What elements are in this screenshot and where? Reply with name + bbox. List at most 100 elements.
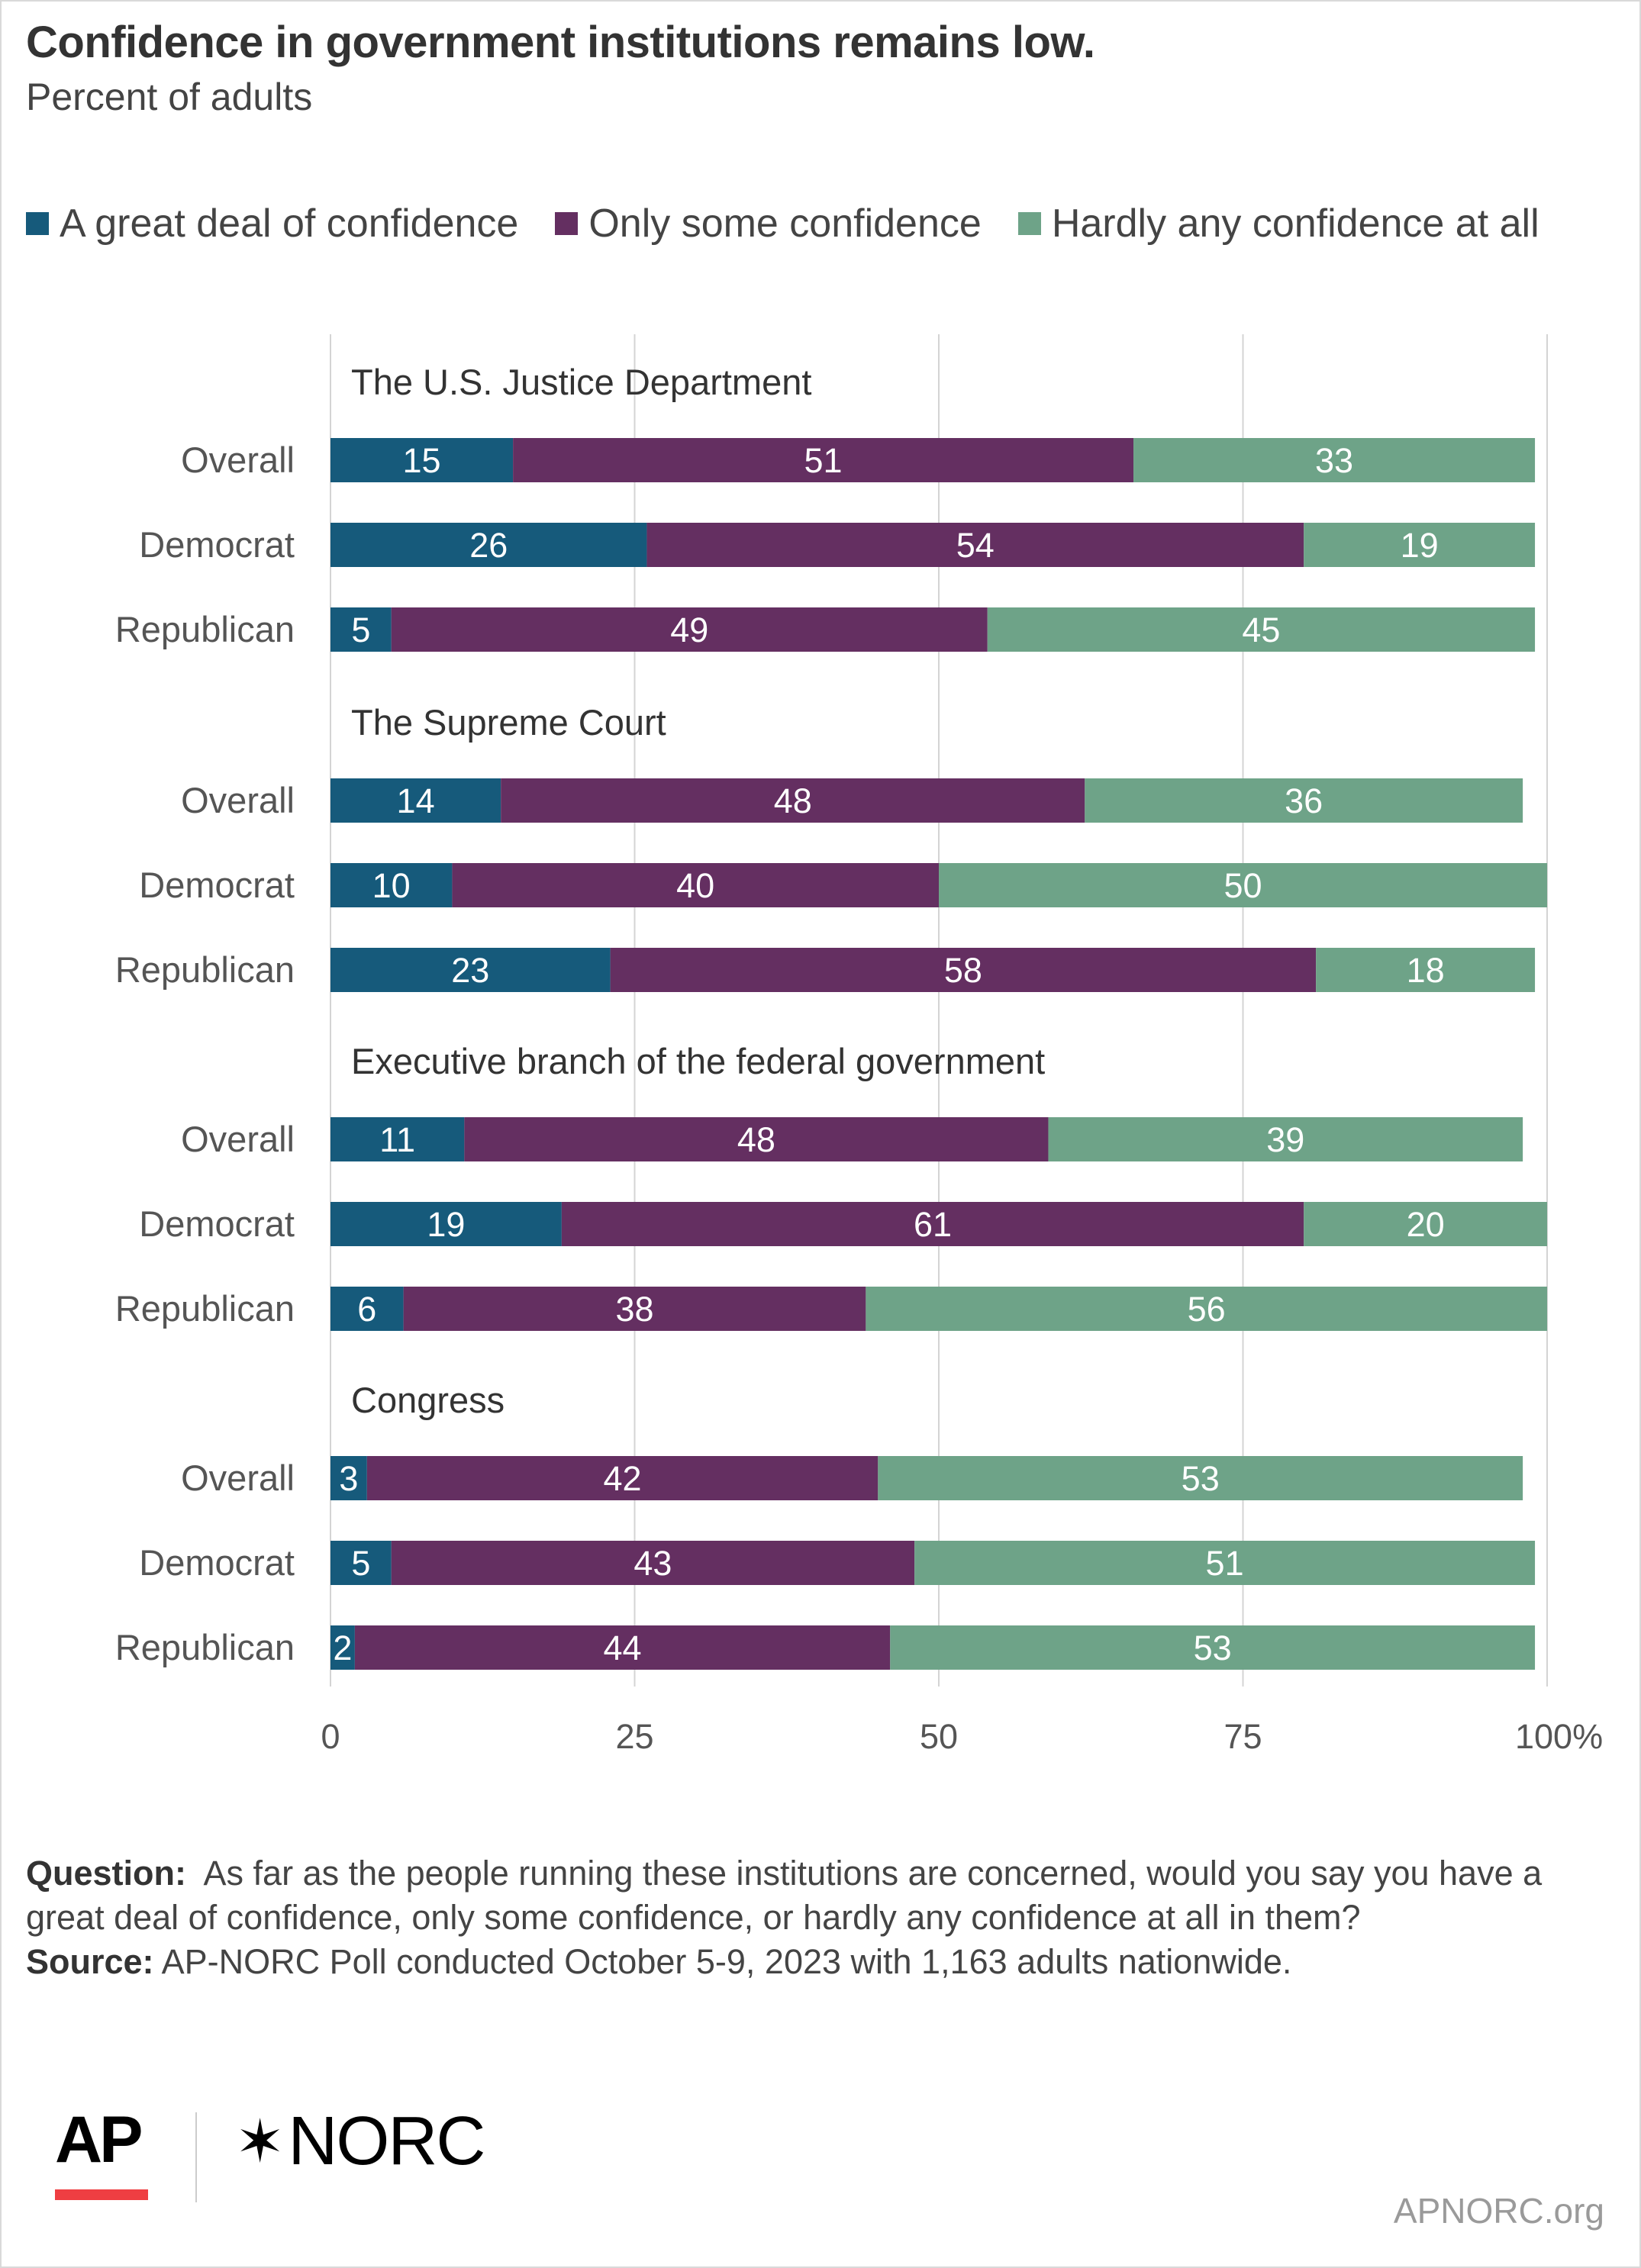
bar-3-2-1 xyxy=(354,1625,891,1670)
bar-label-0-2-0: 5 xyxy=(351,610,370,649)
legend-label-hardly-any: Hardly any confidence at all xyxy=(1051,201,1539,246)
bar-1-1-2 xyxy=(939,863,1547,907)
legend-label-great-deal: A great deal of confidence xyxy=(60,201,519,246)
chart-notes: Question: As far as the people running t… xyxy=(26,1851,1614,1984)
legend: A great deal of confidence Only some con… xyxy=(26,197,1576,250)
bar-1-0-1 xyxy=(501,778,1085,823)
bar-label-3-1-1: 43 xyxy=(634,1544,672,1583)
website-link[interactable]: APNORC.org xyxy=(1393,2191,1604,2231)
group-label-1: The Supreme Court xyxy=(351,702,666,743)
question-note: Question: As far as the people running t… xyxy=(26,1851,1614,1940)
bar-1-0-0 xyxy=(330,778,501,823)
category-label-0-2: Republican xyxy=(115,609,295,649)
bar-label-1-2-0: 23 xyxy=(451,951,489,990)
bar-label-2-2-1: 38 xyxy=(615,1290,653,1329)
bar-2-2-1 xyxy=(403,1287,866,1331)
bar-label-0-1-0: 26 xyxy=(469,526,508,565)
category-label-3-0: Overall xyxy=(181,1458,295,1498)
bar-label-3-2-2: 53 xyxy=(1194,1629,1232,1667)
bar-label-0-2-2: 45 xyxy=(1242,610,1280,649)
bar-label-1-2-2: 18 xyxy=(1407,951,1445,990)
bar-2-1-2 xyxy=(1304,1202,1547,1246)
bar-label-1-2-1: 58 xyxy=(944,951,982,990)
legend-swatch-hardly-any xyxy=(1017,212,1041,235)
bar-label-3-1-0: 5 xyxy=(351,1544,370,1583)
bar-label-2-0-1: 48 xyxy=(737,1120,775,1159)
bar-3-2-0 xyxy=(330,1625,355,1670)
category-label-2-0: Overall xyxy=(181,1119,295,1159)
bar-label-0-0-1: 51 xyxy=(804,441,843,480)
bar-label-2-1-1: 61 xyxy=(914,1205,952,1244)
bar-label-3-2-1: 44 xyxy=(604,1629,642,1667)
bar-1-1-1 xyxy=(452,863,939,907)
bar-0-0-0 xyxy=(330,438,514,482)
bar-0-2-1 xyxy=(391,607,988,652)
bar-label-2-2-0: 6 xyxy=(357,1290,376,1329)
category-label-0-1: Democrat xyxy=(139,524,295,565)
bar-label-3-2-0: 2 xyxy=(333,1629,352,1667)
bar-label-1-1-1: 40 xyxy=(676,866,714,905)
category-label-0-0: Overall xyxy=(181,440,295,480)
bar-1-2-0 xyxy=(330,948,611,992)
star-icon: ✶ xyxy=(235,2108,285,2175)
category-label-2-2: Republican xyxy=(115,1288,295,1329)
bar-label-1-1-2: 50 xyxy=(1223,866,1262,905)
logo-divider xyxy=(195,2112,197,2202)
bar-label-2-1-2: 20 xyxy=(1407,1205,1445,1244)
x-tick-label-50: 50 xyxy=(920,1717,958,1756)
source-label: Source: xyxy=(26,1942,154,1981)
bar-3-0-1 xyxy=(366,1456,879,1500)
norc-logo: ✶ NORC xyxy=(235,2102,485,2181)
bar-label-2-1-0: 19 xyxy=(427,1205,465,1244)
bar-label-0-1-1: 54 xyxy=(956,526,995,565)
bar-label-0-1-2: 19 xyxy=(1401,526,1439,565)
category-label-3-1: Democrat xyxy=(139,1542,295,1583)
bar-3-2-2 xyxy=(890,1625,1536,1670)
legend-item-only-some: Only some confidence xyxy=(555,201,982,246)
bar-0-0-1 xyxy=(513,438,1134,482)
x-tick-label-100: 100% xyxy=(1515,1717,1603,1756)
source-text: AP-NORC Poll conducted October 5-9, 2023… xyxy=(161,1942,1292,1981)
bar-3-0-0 xyxy=(330,1456,367,1500)
bar-label-1-1-0: 10 xyxy=(372,866,411,905)
source-note: Source: AP-NORC Poll conducted October 5… xyxy=(26,1940,1614,1984)
category-label-3-2: Republican xyxy=(115,1627,295,1667)
bar-2-2-2 xyxy=(866,1287,1547,1331)
bar-0-1-0 xyxy=(330,523,647,567)
group-label-2: Executive branch of the federal governme… xyxy=(351,1041,1045,1081)
bar-2-2-0 xyxy=(330,1287,404,1331)
bar-label-0-2-1: 49 xyxy=(670,610,708,649)
question-text: As far as the people running these insti… xyxy=(26,1854,1543,1937)
bar-1-1-0 xyxy=(330,863,453,907)
bar-2-0-1 xyxy=(464,1117,1049,1161)
bar-label-1-0-0: 14 xyxy=(397,781,435,820)
bar-label-3-0-0: 3 xyxy=(339,1459,358,1498)
bar-label-2-0-2: 39 xyxy=(1266,1120,1304,1159)
legend-item-great-deal: A great deal of confidence xyxy=(26,201,518,246)
bar-label-3-0-1: 42 xyxy=(604,1459,642,1498)
bar-label-2-0-0: 11 xyxy=(379,1120,415,1159)
bar-0-2-2 xyxy=(987,607,1536,652)
bar-3-1-2 xyxy=(914,1541,1536,1585)
bar-1-0-2 xyxy=(1085,778,1523,823)
bar-label-0-0-2: 33 xyxy=(1315,441,1353,480)
category-label-1-1: Democrat xyxy=(139,865,295,905)
bar-0-2-0 xyxy=(330,607,392,652)
bar-label-1-0-2: 36 xyxy=(1285,781,1323,820)
legend-label-only-some: Only some confidence xyxy=(588,201,982,246)
ap-logo-underline xyxy=(55,2189,148,2200)
bar-0-1-1 xyxy=(646,523,1304,567)
chart-title: Confidence in government institutions re… xyxy=(26,18,1095,67)
x-tick-label-0: 0 xyxy=(321,1717,340,1756)
legend-swatch-only-some xyxy=(555,212,579,235)
category-label-1-2: Republican xyxy=(115,949,295,990)
bar-0-0-2 xyxy=(1133,438,1536,482)
bar-1-2-2 xyxy=(1316,948,1536,992)
bar-0-1-2 xyxy=(1304,523,1536,567)
bar-label-1-0-1: 48 xyxy=(774,781,812,820)
ap-logo: AP xyxy=(55,2103,143,2176)
bar-label-0-0-0: 15 xyxy=(403,441,441,480)
category-label-2-1: Democrat xyxy=(139,1203,295,1244)
